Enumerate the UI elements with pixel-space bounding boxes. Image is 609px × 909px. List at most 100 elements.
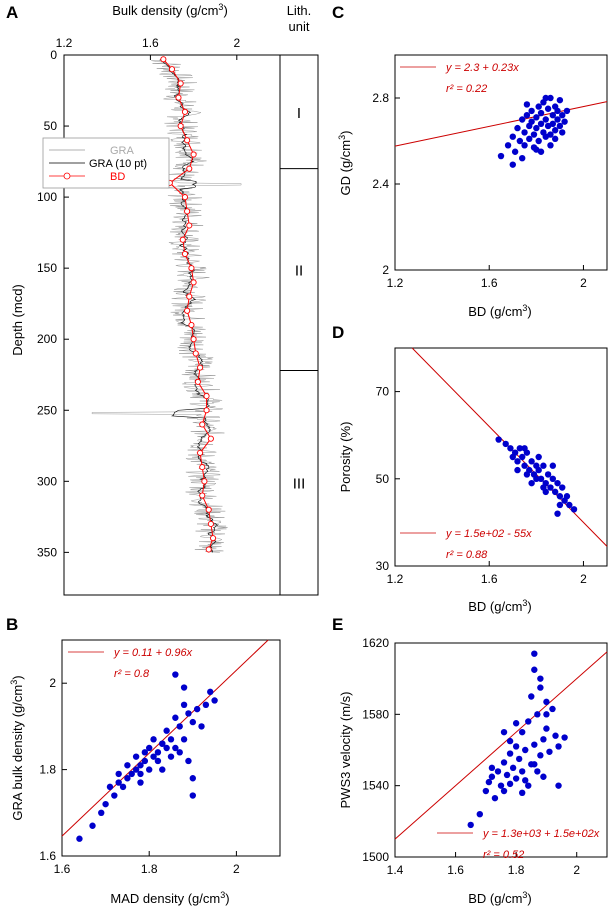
data-point xyxy=(202,701,210,708)
ytick-label: 1.6 xyxy=(39,849,56,863)
data-point xyxy=(554,116,561,123)
data-point xyxy=(115,779,122,786)
data-point xyxy=(154,757,162,765)
bd-point xyxy=(190,336,197,343)
panel-e-equation: y = 1.3e+03 + 1.5e+02x xyxy=(482,828,600,840)
data-point xyxy=(543,711,550,718)
bd-point xyxy=(205,506,212,513)
panel-c-xlabel: BD (g/cm3) xyxy=(468,303,532,319)
data-point xyxy=(163,744,170,752)
panel-a-plot-area xyxy=(63,54,242,553)
data-point xyxy=(523,101,531,108)
data-point xyxy=(507,445,514,452)
panel-a-xlabel: Bulk density (g/cm3) xyxy=(112,2,228,18)
bd-point xyxy=(203,393,210,400)
data-point xyxy=(506,750,514,757)
data-point xyxy=(528,107,535,115)
data-point xyxy=(556,96,564,104)
legend-gra10-label: GRA (10 pt) xyxy=(89,158,147,170)
data-point xyxy=(150,753,157,760)
data-point xyxy=(544,105,552,112)
data-point xyxy=(172,671,179,678)
data-point xyxy=(172,744,179,752)
data-point xyxy=(549,112,557,119)
panel-a-ytick-label: 350 xyxy=(37,545,57,559)
bd-point xyxy=(186,222,193,229)
bd-point xyxy=(207,435,214,442)
data-point xyxy=(544,471,552,478)
data-point xyxy=(476,811,483,818)
data-point xyxy=(189,775,196,782)
data-point xyxy=(533,475,540,482)
bd-point xyxy=(190,151,197,158)
data-point xyxy=(530,131,538,138)
bd-point xyxy=(184,208,191,215)
bd-point xyxy=(188,265,195,272)
data-point xyxy=(521,142,528,149)
panel-d-plot-area: 1.2 1.6 2 30 50 70 y = 1.5e+02 - 55x r² = 0.88 xyxy=(376,347,608,586)
data-point xyxy=(525,718,532,725)
data-point xyxy=(502,440,509,448)
bd-point xyxy=(181,108,189,115)
panel-d-xlabel: BD (g/cm3) xyxy=(468,598,532,614)
data-point xyxy=(549,462,557,469)
data-point xyxy=(551,127,559,134)
panel-e-letter: E xyxy=(332,615,343,634)
bd-point xyxy=(175,94,182,101)
panel-b-plot-area: 1.6 1.8 2 1.6 1.8 2 y = 0.11 + 0.96x r² = 0.8 xyxy=(39,639,269,876)
ytick-label: 1580 xyxy=(362,707,389,721)
data-point xyxy=(543,698,550,706)
data-point xyxy=(551,488,559,496)
panel-d-r2: r² = 0.88 xyxy=(446,549,488,561)
ytick-label: 2.4 xyxy=(372,177,389,191)
data-point xyxy=(503,771,511,779)
xtick-label: 1.6 xyxy=(481,276,498,290)
data-point xyxy=(537,109,545,117)
data-point xyxy=(519,116,526,123)
ytick-label: 2 xyxy=(49,676,56,690)
data-point xyxy=(542,116,549,123)
ytick-label: 50 xyxy=(376,472,390,486)
data-point xyxy=(523,471,531,478)
data-point xyxy=(540,773,547,780)
panel-d-ylabel: Porosity (%) xyxy=(338,422,353,493)
data-point xyxy=(150,736,157,743)
data-point xyxy=(528,693,535,700)
gra-10pt-line xyxy=(159,59,218,553)
panel-a-ytick-label: 0 xyxy=(50,48,57,62)
panel-b-frame xyxy=(61,639,281,857)
data-point xyxy=(98,809,105,816)
fit-line xyxy=(61,639,269,837)
data-point xyxy=(193,705,201,713)
data-point xyxy=(76,835,83,842)
data-point xyxy=(514,124,521,132)
data-point xyxy=(189,718,196,726)
data-point xyxy=(519,728,526,736)
data-point xyxy=(185,710,192,717)
ytick-label: 2 xyxy=(382,263,389,277)
data-point xyxy=(566,501,573,509)
data-point xyxy=(537,475,545,482)
data-point xyxy=(537,675,544,682)
data-point xyxy=(500,759,508,766)
data-point xyxy=(555,782,562,789)
panel-e-frame xyxy=(394,642,608,858)
data-point xyxy=(488,764,496,772)
data-point xyxy=(543,725,550,732)
data-point xyxy=(556,122,564,130)
data-point xyxy=(522,746,529,754)
xtick-label: 1.2 xyxy=(387,276,404,290)
ytick-label: 30 xyxy=(376,559,390,573)
data-point xyxy=(515,755,523,763)
data-point xyxy=(519,768,526,775)
data-point xyxy=(537,752,544,759)
data-point xyxy=(137,779,144,786)
panel-c-plot-area: 1.2 1.6 2 2 2.4 2.8 y = 2.3 + 0.23x r² = 0.22 xyxy=(372,62,608,290)
panel-e-r2: r² = 0.52 xyxy=(483,849,524,861)
panel-a-xtick-label: 1.2 xyxy=(56,36,73,50)
data-point xyxy=(531,650,538,657)
panel-a-ytick-label: 200 xyxy=(37,332,57,346)
data-point xyxy=(555,743,562,750)
